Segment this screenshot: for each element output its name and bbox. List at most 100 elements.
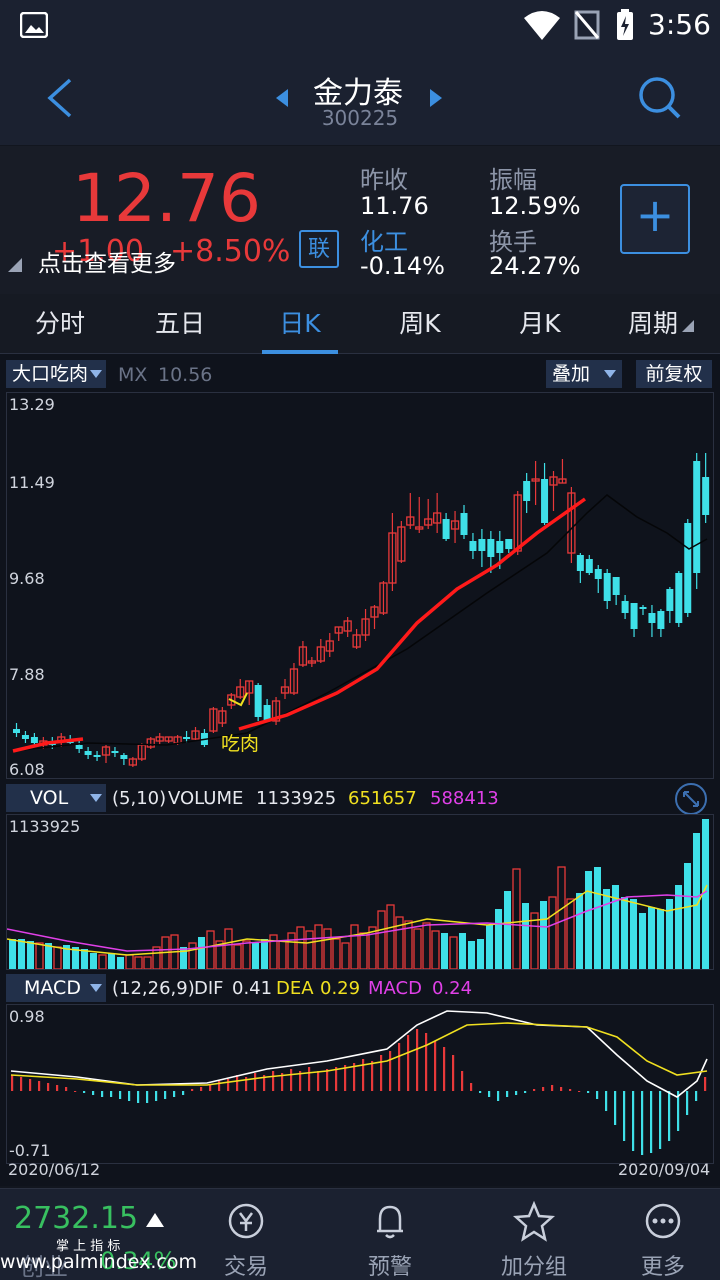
volume-chart[interactable]: 1133925 [6, 814, 714, 970]
tab-period[interactable]: 周期 [627, 309, 678, 338]
candle-body [146, 738, 155, 748]
volume-bar [630, 899, 637, 969]
candle-body [693, 461, 701, 573]
candle-body [370, 606, 379, 618]
macd-bar [533, 1089, 536, 1091]
macd-bar [74, 1091, 77, 1092]
volume-bar [512, 868, 521, 969]
volume-bar [404, 920, 413, 969]
back-icon[interactable] [44, 76, 74, 120]
prev-stock-icon[interactable] [274, 88, 290, 108]
candle-body [128, 758, 137, 766]
volume-bar [504, 891, 511, 969]
volume-bar [648, 907, 655, 969]
candle-body [191, 730, 200, 740]
volume-value: 1133925 [256, 788, 337, 809]
volume-indicator-name: VOL [30, 787, 69, 809]
volume-bar [98, 954, 107, 969]
next-stock-icon[interactable] [428, 88, 444, 108]
volume-svg [7, 819, 709, 969]
candle-body [120, 755, 128, 759]
candle-body [379, 582, 388, 614]
volume-bar [53, 946, 62, 969]
tab-daily-k[interactable]: 日K [279, 309, 321, 338]
macd-bar [353, 1063, 356, 1091]
link-badge[interactable]: 联 [299, 230, 339, 268]
candle-body [30, 737, 38, 743]
macd-bar [659, 1091, 662, 1149]
volume-indicator-select[interactable]: VOL [6, 784, 106, 812]
tab-monthly-k[interactable]: 月K [519, 309, 561, 338]
period-corner-icon [682, 320, 694, 332]
macd-bar [29, 1079, 32, 1091]
sector-change: -0.14% [360, 252, 445, 280]
overlay-label: 叠加 [552, 363, 591, 385]
volume-bar [585, 871, 592, 969]
dropdown-icon [90, 794, 102, 802]
candle-body [541, 479, 549, 523]
indicator-select[interactable]: 大口吃肉 [6, 360, 106, 388]
macd-bar [263, 1075, 266, 1091]
volume-bar [287, 932, 296, 969]
overlay-button[interactable]: 叠加 [546, 360, 622, 388]
fullscreen-icon[interactable] [674, 782, 708, 816]
macd-bar [218, 1081, 221, 1091]
search-icon[interactable] [636, 74, 682, 120]
sector-label[interactable]: 化工 [360, 228, 408, 256]
tab-intraday[interactable]: 分时 [34, 309, 85, 338]
volume-bar [477, 939, 484, 969]
volume-bar [594, 867, 601, 969]
macd-bar [200, 1087, 203, 1091]
macd-bar [632, 1091, 635, 1151]
volume-bar [296, 926, 305, 969]
volume-bar [612, 885, 619, 969]
dea-line [10, 1022, 708, 1086]
volume-bar [90, 953, 97, 969]
candle-body [442, 519, 450, 539]
macd-bar [677, 1091, 680, 1131]
adjust-button[interactable]: 前复权 [636, 360, 712, 388]
nav-alert[interactable]: 预警 [318, 1189, 462, 1280]
kline-chart[interactable]: 13.29 11.49 9.68 7.88 6.08 吃肉 [6, 392, 714, 779]
chart-area[interactable]: 大口吃肉 MX 10.56 叠加 前复权 13.29 11.49 9.68 7.… [0, 354, 720, 1186]
period-tabs: 分时 五日 日K 周K 月K 周期 [0, 294, 720, 354]
turnover-label: 换手 [489, 228, 537, 256]
volume-bar [9, 939, 16, 969]
volume-bar [377, 910, 386, 969]
candle-body [388, 532, 397, 584]
volume-bar [386, 904, 395, 969]
macd-bar [524, 1091, 527, 1093]
more-icon [645, 1203, 681, 1239]
volume-bar [657, 909, 664, 969]
candle-body [325, 640, 334, 652]
nav-more[interactable]: 更多 [606, 1189, 720, 1280]
volume-bar [702, 819, 709, 969]
price-axis-top: 13.29 [9, 395, 55, 414]
macd-bar [506, 1091, 509, 1097]
image-notification-icon [20, 12, 48, 38]
amplitude-value: 12.59% [489, 192, 581, 220]
stock-name: 金力泰 [313, 76, 403, 111]
add-watchlist-button[interactable]: + [620, 184, 690, 254]
macd-chart[interactable]: 0.98 -0.71 [6, 1004, 714, 1164]
volume-bar [684, 863, 691, 969]
nav-add-group[interactable]: 加分组 [462, 1189, 606, 1280]
amplitude-label: 振幅 [489, 166, 537, 194]
tab-five-day[interactable]: 五日 [154, 309, 205, 338]
index-up-icon [146, 1213, 164, 1227]
candle-body [13, 729, 20, 733]
index-value[interactable]: 2732.15 [14, 1201, 139, 1236]
candle-body [478, 539, 486, 551]
candle-body [209, 708, 218, 732]
candle-body [334, 626, 343, 634]
tab-weekly-k[interactable]: 周K [399, 309, 441, 338]
macd-indicator-select[interactable]: MACD [6, 974, 106, 1002]
trend-line [238, 497, 587, 731]
volume-bar [368, 926, 377, 969]
quote-panel[interactable]: 12.76 +1.00 +8.50% 点击查看更多 联 昨收 11.76 化工 … [0, 146, 720, 294]
nav-trade[interactable]: 交易 [174, 1189, 318, 1280]
candle-body [594, 569, 602, 579]
macd-bar [587, 1091, 590, 1093]
volume-bar [359, 932, 368, 969]
view-more-tip[interactable]: 点击查看更多 [38, 251, 176, 277]
